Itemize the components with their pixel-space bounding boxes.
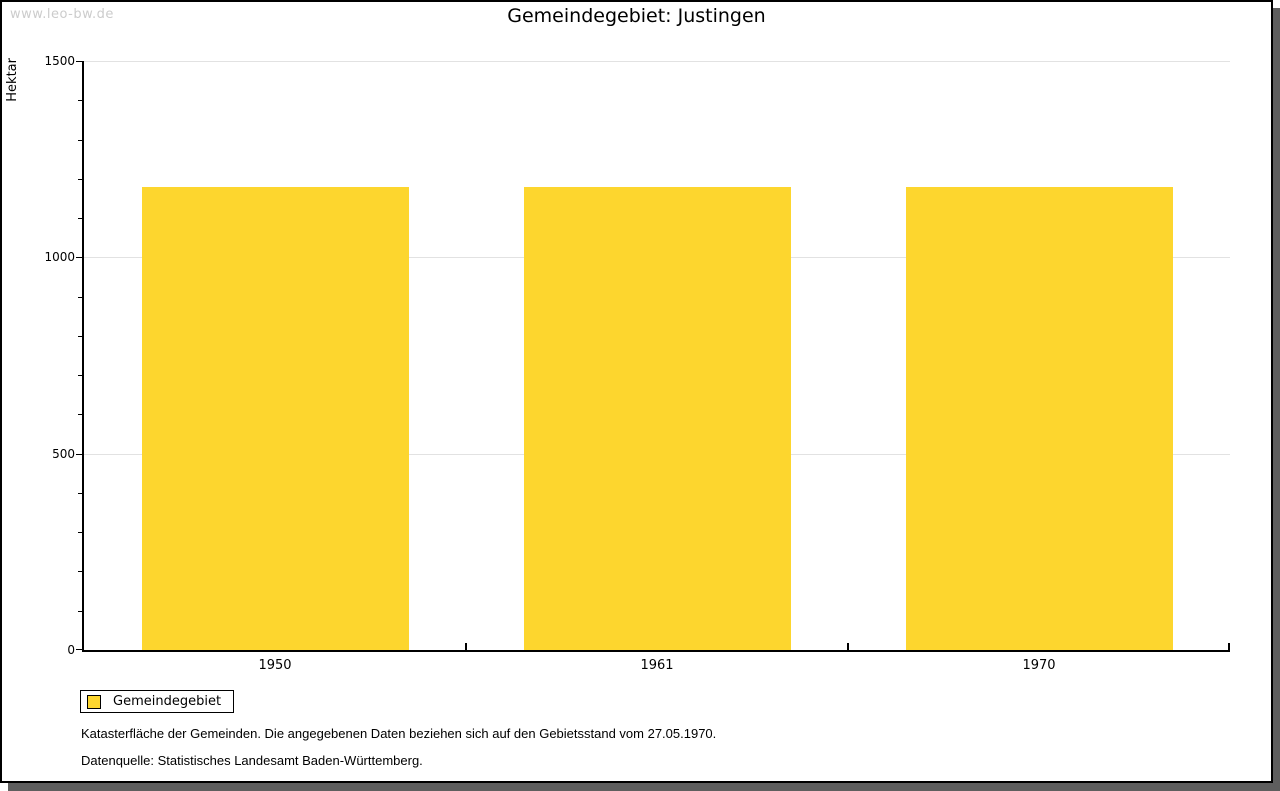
y-tick-200 [78,571,82,572]
y-tick-700 [78,375,82,376]
footnote-line-1: Katasterfläche der Gemeinden. Die angege… [81,726,717,741]
y-axis-labels: 0 500 1000 1500 [2,54,75,657]
x-tick-2 [847,643,849,650]
y-tick-0 [76,649,82,650]
y-tick-label-1500: 1500 [44,54,75,68]
x-axis-labels: 1950 1961 1970 [84,658,1230,675]
y-tick-label-0: 0 [67,643,75,657]
bar-1961 [524,187,791,650]
y-tick-1100 [78,218,82,219]
y-tick-300 [78,532,82,533]
gridline-1500 [84,61,1230,62]
y-tick-800 [78,336,82,337]
x-category-label-1970: 1970 [1022,658,1056,673]
x-tick-1 [465,643,467,650]
y-tick-1000 [76,257,82,258]
bar-1950 [142,187,409,650]
y-tick-label-1000: 1000 [44,250,75,264]
y-tick-900 [78,297,82,298]
y-tick-1400 [78,100,82,101]
x-category-label-1961: 1961 [640,658,674,673]
legend-item-label: Gemeindegebiet [113,694,222,709]
chart-title: Gemeindegebiet: Justingen [507,5,766,27]
y-tick-600 [78,414,82,415]
y-tick-label-500: 500 [52,447,75,461]
legend-swatch-gemeindegebiet [87,694,101,709]
footnote-line-2: Datenquelle: Statistisches Landesamt Bad… [81,753,423,768]
y-tick-400 [78,493,82,494]
y-tick-500 [76,454,82,455]
bar-1970 [906,187,1173,650]
legend-box: Gemeindegebiet [80,690,235,713]
watermark-text: www.leo-bw.de [10,7,114,22]
y-tick-1300 [78,140,82,141]
plot-area [76,61,1230,652]
y-tick-1500 [76,61,82,62]
y-tick-100 [78,611,82,612]
y-tick-1200 [78,179,82,180]
x-category-label-1950: 1950 [258,658,292,673]
x-tick-3 [1228,643,1230,650]
